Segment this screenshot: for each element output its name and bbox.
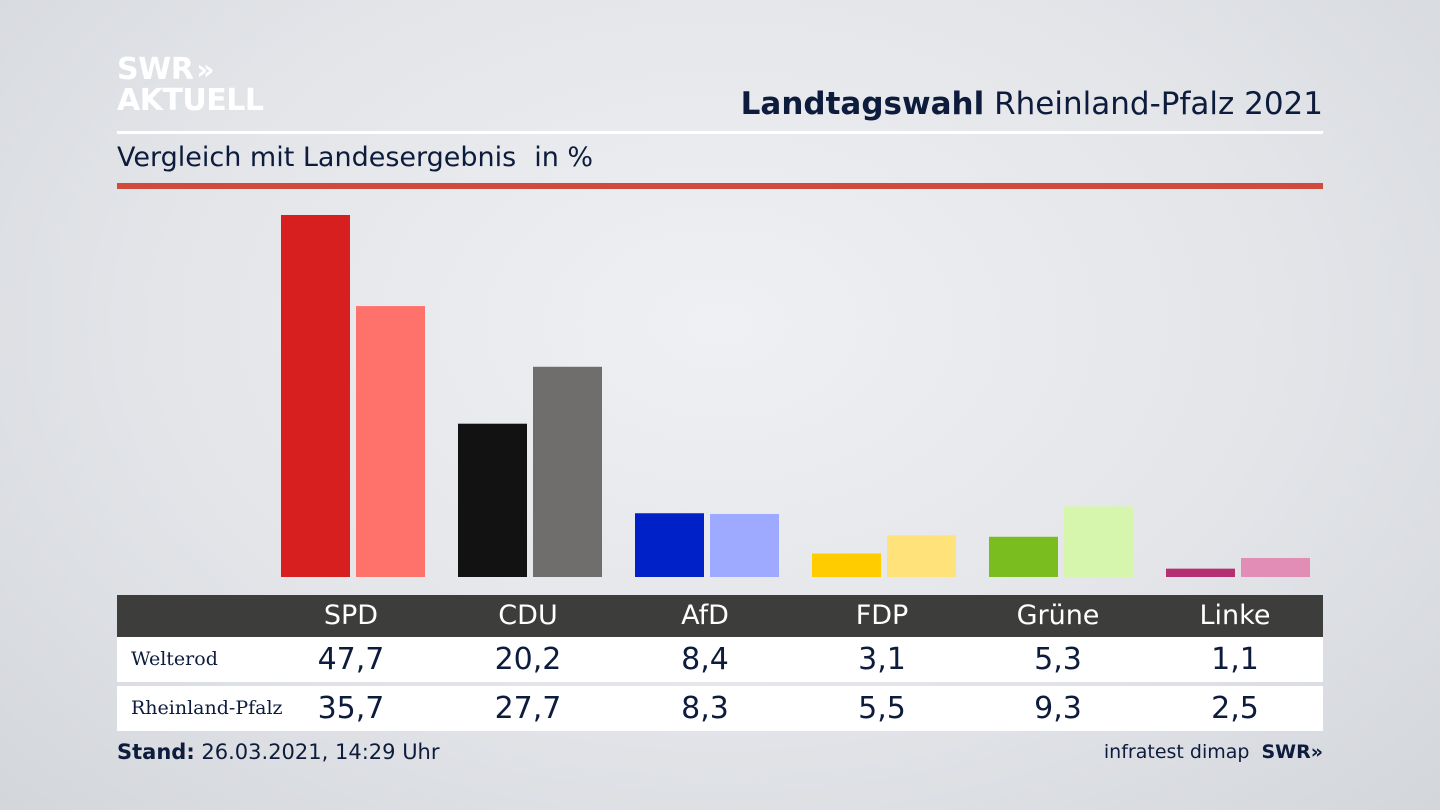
title-rest: Rheinland-Pfalz 2021: [994, 86, 1323, 122]
bar-linke-rheinland-pfalz: [1241, 558, 1310, 577]
header-fdp: FDP: [855, 600, 909, 631]
header-divider: [117, 131, 1323, 134]
value-fdp: 3,1: [858, 642, 906, 677]
value-spd: 47,7: [317, 642, 385, 677]
bar-fdp-welterod: [812, 553, 881, 577]
header-cdu: CDU: [498, 600, 558, 631]
value-afd: 8,3: [681, 691, 729, 726]
value-gruene: 9,3: [1034, 691, 1082, 726]
bar-fdp-rheinland-pfalz: [887, 535, 956, 577]
bar-linke-welterod: [1166, 568, 1235, 577]
bar-spd-rheinland-pfalz: [356, 306, 425, 577]
row-label: Rheinland-Pfalz: [131, 697, 283, 719]
table-row-rheinland-pfalz: Rheinland-Pfalz 35,7 27,7 8,3 5,5 9,3 2,…: [117, 686, 1323, 731]
unit-label: in %: [534, 142, 594, 173]
bar-chart: [281, 215, 1310, 577]
value-linke: 2,5: [1211, 691, 1259, 726]
stand-label: Stand:: [117, 740, 195, 764]
source-text: infratest dimap: [1103, 741, 1250, 763]
logo-aktuell-text: AKTUELL: [117, 83, 264, 118]
value-cdu: 20,2: [494, 642, 562, 677]
timestamp: Stand: 26.03.2021, 14:29 Uhr: [117, 740, 440, 764]
results-table: SPD CDU AfD FDP Grüne Linke Welterod 47,…: [117, 595, 1323, 731]
logo-swr-text: SWR: [117, 52, 194, 87]
page-title: Landtagswahl Rheinland-Pfalz 2021: [741, 86, 1323, 122]
logo-chevron-icon: »: [196, 53, 214, 86]
value-afd: 8,4: [681, 642, 729, 677]
value-cdu: 27,7: [494, 691, 562, 726]
bar-spd-welterod: [281, 215, 350, 577]
bar-grüne-welterod: [989, 536, 1058, 577]
row-label: Welterod: [131, 648, 218, 670]
stand-value: 26.03.2021, 14:29 Uhr: [201, 740, 440, 764]
subtitle-text: Vergleich mit Landesergebnis: [117, 142, 517, 173]
value-linke: 1,1: [1211, 642, 1259, 677]
value-gruene: 5,3: [1034, 642, 1082, 677]
value-spd: 35,7: [317, 691, 385, 726]
swr-brand-logo: SWR»: [1261, 741, 1323, 763]
bar-cdu-rheinland-pfalz: [533, 366, 602, 577]
chart-subtitle: Vergleich mit Landesergebnis in %: [117, 142, 593, 173]
bar-afd-welterod: [635, 513, 704, 577]
bar-cdu-welterod: [458, 423, 527, 577]
title-bold: Landtagswahl: [740, 86, 985, 122]
table-row-welterod: Welterod 47,7 20,2 8,4 3,1 5,3 1,1: [117, 637, 1323, 682]
bar-grüne-rheinland-pfalz: [1064, 506, 1133, 577]
table-header: SPD CDU AfD FDP Grüne Linke: [117, 595, 1323, 637]
bar-afd-rheinland-pfalz: [710, 514, 779, 577]
swr-aktuell-logo: SWR» AKTUELL: [117, 54, 264, 116]
header-linke: Linke: [1199, 600, 1271, 631]
header-gruene: Grüne: [1016, 600, 1100, 631]
source-credit: infratest dimap SWR»: [1104, 741, 1323, 763]
header-spd: SPD: [323, 600, 379, 631]
subtitle-divider: [117, 183, 1323, 189]
header-afd: AfD: [681, 600, 729, 631]
value-fdp: 5,5: [858, 691, 906, 726]
